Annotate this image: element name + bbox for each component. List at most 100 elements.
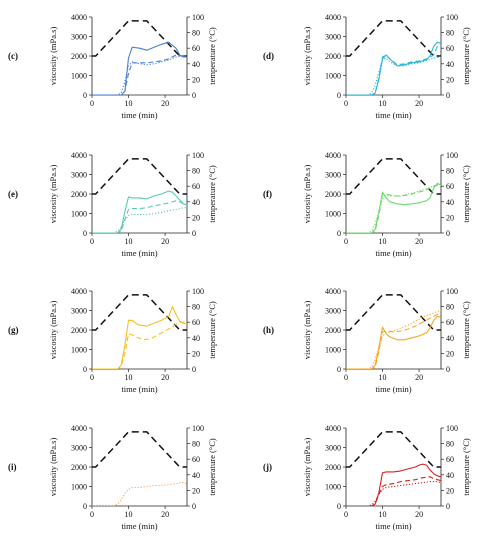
x-tick-label: 20 [415, 510, 423, 519]
panel-label: (d) [263, 51, 274, 61]
viscosity-series-dashed [92, 200, 187, 233]
viscosity-series-solid [346, 41, 441, 95]
viscosity-series-dotted [92, 207, 187, 233]
y-tick-label: 1000 [325, 210, 341, 219]
y2-tick-label: 0 [446, 229, 450, 238]
y-axis-label: viscosity (mPa.s) [48, 27, 58, 86]
x-tick-label: 0 [90, 99, 94, 108]
y-tick-label: 2000 [325, 326, 341, 335]
y2-axis-label: temperature (°C) [461, 165, 471, 223]
x-tick-label: 10 [379, 237, 387, 246]
x-tick-label: 10 [125, 99, 133, 108]
y-tick-label: 2000 [325, 463, 341, 472]
y2-tick-label: 20 [192, 486, 200, 495]
y2-axis-label: temperature (°C) [207, 301, 217, 359]
viscosity-series-solid [92, 306, 187, 369]
temperature-line [92, 20, 187, 57]
viscosity-series-dotted [346, 309, 441, 369]
y2-tick-label: 100 [192, 13, 204, 22]
y2-tick-label: 40 [446, 60, 454, 69]
y-tick-label: 1000 [325, 483, 341, 492]
x-tick-label: 20 [161, 510, 169, 519]
y-tick-label: 3000 [325, 307, 341, 316]
y2-tick-label: 0 [446, 91, 450, 100]
viscosity-series-solid [346, 182, 441, 233]
y2-tick-label: 100 [446, 424, 458, 433]
y2-tick-label: 60 [192, 455, 200, 464]
y2-tick-label: 100 [446, 13, 458, 22]
panel-label: (i) [8, 462, 17, 472]
viscosity-series-dotted [346, 481, 441, 506]
y2-tick-label: 20 [192, 75, 200, 84]
x-tick-label: 0 [90, 237, 94, 246]
temperature-line [346, 431, 441, 468]
y-tick-label: 0 [337, 365, 341, 374]
y2-tick-label: 60 [192, 182, 200, 191]
y-tick-label: 4000 [325, 424, 341, 433]
y2-tick-label: 0 [192, 229, 196, 238]
y2-tick-label: 40 [192, 471, 200, 480]
y2-tick-label: 60 [446, 182, 454, 191]
y2-tick-label: 0 [446, 502, 450, 511]
y2-tick-label: 40 [446, 334, 454, 343]
viscosity-series-solid [92, 41, 187, 95]
y-tick-label: 4000 [71, 151, 87, 160]
viscosity-series-dashed [346, 476, 441, 506]
y-tick-label: 4000 [325, 151, 341, 160]
y-tick-label: 2000 [325, 52, 341, 61]
y-axis-label: viscosity (mPa.s) [302, 301, 312, 360]
y2-tick-label: 100 [192, 287, 204, 296]
viscosity-series-dotted [92, 482, 187, 506]
viscosity-series-dashed [346, 184, 441, 233]
x-tick-label: 0 [344, 510, 348, 519]
y-tick-label: 0 [337, 502, 341, 511]
y2-axis-label: temperature (°C) [207, 438, 217, 496]
panel-label: (c) [8, 51, 18, 61]
y2-tick-label: 80 [446, 167, 454, 176]
viscosity-series-dotted [346, 56, 441, 95]
x-axis-label: time (min) [121, 521, 157, 531]
panel-label: (f) [263, 189, 272, 199]
y2-tick-label: 0 [446, 365, 450, 374]
y-tick-label: 0 [83, 365, 87, 374]
viscosity-series-solid [346, 463, 441, 506]
x-tick-label: 20 [161, 99, 169, 108]
x-tick-label: 0 [344, 237, 348, 246]
panel-label: (h) [263, 325, 274, 335]
viscosity-series-solid [346, 315, 441, 369]
temperature-line [346, 294, 441, 331]
x-axis-label: time (min) [375, 521, 411, 531]
y-tick-label: 4000 [71, 287, 87, 296]
y-axis-label: viscosity (mPa.s) [48, 165, 58, 224]
y2-tick-label: 80 [446, 29, 454, 38]
x-tick-label: 20 [161, 237, 169, 246]
temperature-line [92, 294, 187, 331]
x-axis-label: time (min) [375, 384, 411, 394]
y-tick-label: 3000 [71, 444, 87, 453]
x-axis-label: time (min) [375, 110, 411, 120]
y-tick-label: 4000 [325, 13, 341, 22]
y2-tick-label: 40 [192, 334, 200, 343]
temperature-line [92, 158, 187, 195]
y-tick-label: 1000 [71, 483, 87, 492]
y2-tick-label: 60 [446, 44, 454, 53]
x-tick-label: 0 [344, 373, 348, 382]
x-tick-label: 10 [379, 510, 387, 519]
x-tick-label: 0 [90, 510, 94, 519]
y2-tick-label: 100 [192, 424, 204, 433]
y2-tick-label: 80 [192, 167, 200, 176]
panel-label: (j) [263, 462, 272, 472]
y-tick-label: 2000 [71, 463, 87, 472]
y-tick-label: 1000 [71, 72, 87, 81]
y2-tick-label: 0 [192, 365, 196, 374]
y-tick-label: 1000 [71, 210, 87, 219]
y-tick-label: 0 [83, 229, 87, 238]
x-tick-label: 20 [415, 237, 423, 246]
